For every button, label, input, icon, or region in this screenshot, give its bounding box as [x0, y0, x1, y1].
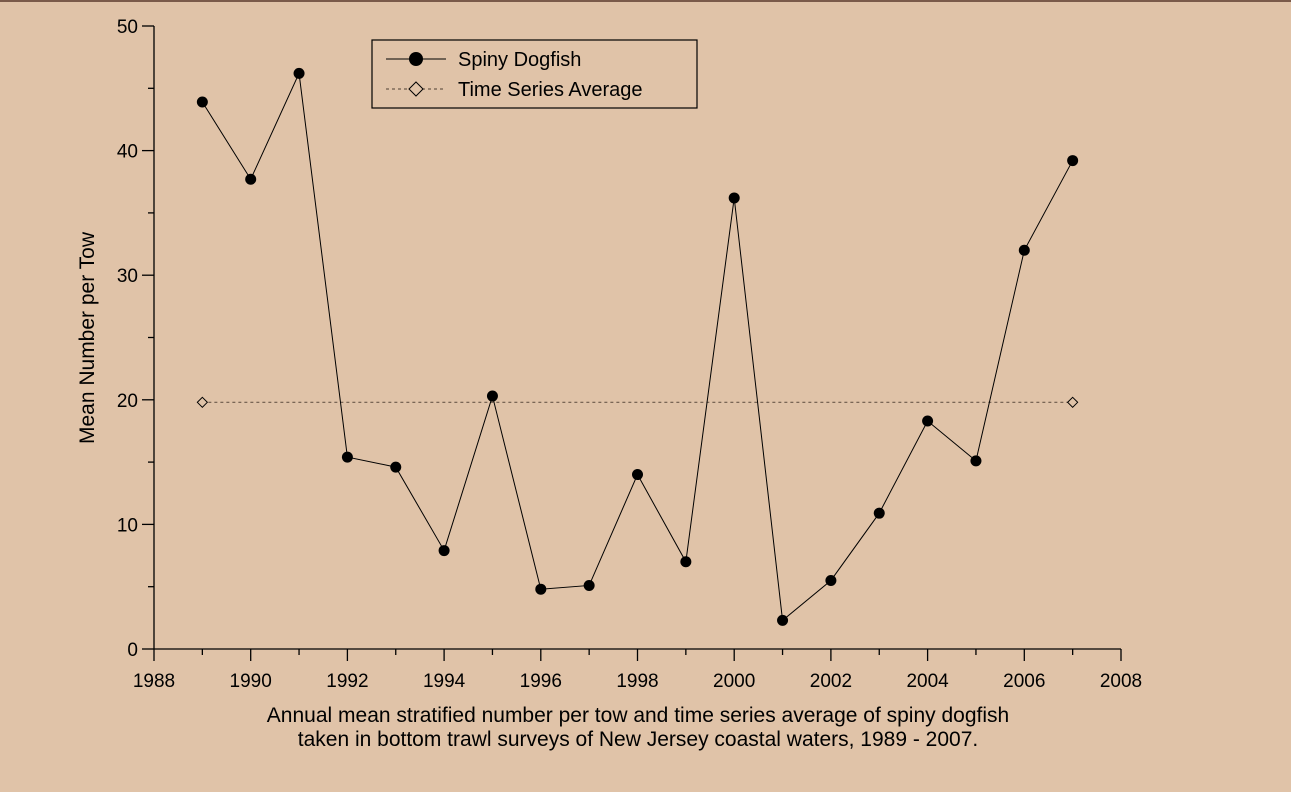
axes: 0 10 20 30 40 50 1988 1990 1992 1994 1996 1998 2000 2…: [117, 17, 1142, 692]
data-point-1994: [438, 545, 450, 557]
x-tick-label: 1992: [326, 671, 368, 692]
spiny-dogfish-series: [196, 67, 1079, 626]
spiny-dogfish-line: [201, 71, 1074, 622]
legend: Spiny Dogfish Time Series Average: [371, 39, 698, 109]
legend-label-spiny-dogfish: Spiny Dogfish: [458, 49, 581, 71]
average-marker: [196, 396, 209, 408]
x-axis-title-line-2: taken in bottom trawl surveys of New Jer…: [298, 728, 978, 751]
x-tick-label: 2008: [1100, 671, 1142, 692]
x-tick-label: 1990: [230, 671, 272, 692]
top-border: [0, 0, 1291, 2]
data-point-2004: [922, 415, 934, 427]
data-point-2007: [1067, 155, 1079, 167]
data-point-2002: [825, 574, 837, 586]
y-tick-label: 0: [127, 640, 138, 661]
y-axis-title: Mean Number per Tow: [76, 231, 99, 444]
data-point-2006: [1018, 244, 1030, 256]
x-tick-label: 1988: [133, 671, 175, 692]
data-point-1991: [293, 67, 305, 79]
x-tick-label: 2002: [810, 671, 852, 692]
x-tick-label: 2004: [906, 671, 949, 692]
average-marker: [1066, 396, 1079, 408]
data-point-2003: [873, 507, 885, 519]
legend-series-marker: [409, 52, 423, 66]
data-point-1989: [196, 96, 208, 108]
data-point-2001: [777, 614, 789, 626]
y-tick-label: 10: [117, 515, 138, 536]
data-point-1990: [245, 173, 257, 185]
legend-average-marker: [408, 81, 424, 97]
data-point-1998: [632, 469, 643, 481]
y-tick-label: 30: [117, 266, 138, 287]
data-point-2000: [728, 192, 740, 204]
data-point-1995: [486, 390, 498, 402]
x-tick-label: 1994: [423, 671, 466, 692]
x-tick-label: 2006: [1003, 671, 1045, 692]
x-tick-label: 1996: [520, 671, 562, 692]
data-point-1992: [341, 451, 353, 463]
average-series: [196, 396, 1079, 408]
x-axis-title-line-1: Annual mean stratified number per tow an…: [267, 704, 1009, 727]
y-tick-label: 50: [117, 17, 138, 38]
data-point-1993: [390, 461, 402, 473]
data-point-1996: [535, 583, 547, 595]
x-tick-label: 2000: [713, 671, 755, 692]
data-point-1997: [583, 579, 595, 591]
y-tick-label: 40: [117, 142, 138, 163]
data-point-2005: [970, 455, 982, 467]
legend-box: [371, 39, 698, 109]
y-tick-label: 20: [117, 391, 138, 412]
legend-label-time-series-average: Time Series Average: [458, 79, 643, 101]
x-tick-label: 1998: [616, 671, 658, 692]
data-point-1999: [680, 556, 692, 568]
